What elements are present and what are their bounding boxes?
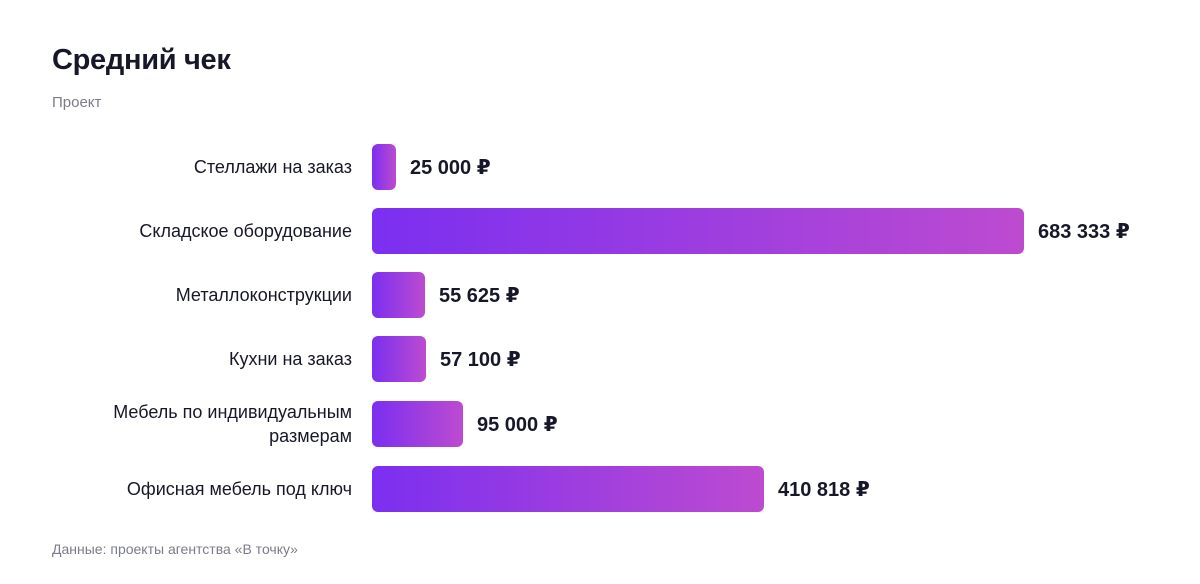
bar-row: Стеллажи на заказ 25 000 ₽: [0, 144, 1200, 190]
category-label: Стеллажи на заказ: [193, 157, 352, 177]
bar: [372, 144, 396, 190]
value-label: 95 000 ₽: [477, 413, 558, 436]
bar-row: Складское оборудование 683 333 ₽: [0, 208, 1200, 254]
bar: [372, 466, 764, 512]
bar: [372, 336, 426, 382]
category-label: Металлоконструкции: [175, 285, 352, 305]
data-source-footnote: Данные: проекты агентства «В точку»: [52, 541, 298, 557]
chart-title: Средний чек: [52, 44, 231, 76]
bar-row: Кухни на заказ 57 100 ₽: [0, 336, 1200, 382]
category-label: Офисная мебель под ключ: [126, 479, 352, 499]
value-label: 25 000 ₽: [410, 156, 491, 179]
chart-subtitle: Проект: [52, 94, 102, 111]
bar: [372, 272, 425, 318]
value-label: 57 100 ₽: [440, 348, 521, 371]
bar-row: Металлоконструкции 55 625 ₽: [0, 272, 1200, 318]
category-label: Мебель по индивидуальным размерам: [113, 402, 352, 446]
bar: [372, 401, 463, 447]
value-label: 55 625 ₽: [439, 284, 520, 307]
value-label: 683 333 ₽: [1038, 220, 1130, 243]
category-label: Складское оборудование: [139, 221, 352, 241]
value-label: 410 818 ₽: [778, 478, 870, 501]
category-label: Кухни на заказ: [228, 349, 352, 369]
bar-row: Мебель по индивидуальным размерам 95 000 …: [0, 401, 1200, 447]
bar: [372, 208, 1024, 254]
bar-row: Офисная мебель под ключ 410 818 ₽: [0, 466, 1200, 512]
